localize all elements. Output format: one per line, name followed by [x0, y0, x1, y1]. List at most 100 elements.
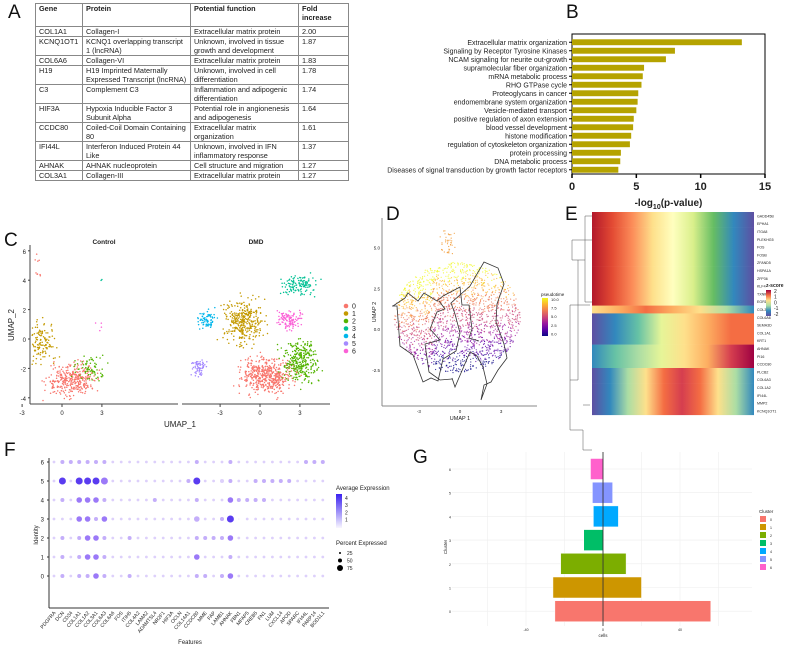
d-point [482, 267, 484, 269]
f-dot-LAMB1-1 [220, 555, 224, 559]
c-point [285, 319, 288, 321]
c-point [248, 303, 250, 305]
c-point [285, 378, 288, 380]
d-point [469, 317, 471, 319]
d-point [452, 357, 454, 359]
d-point [480, 295, 482, 297]
f-dot-ITIH5-4 [128, 498, 132, 502]
c-point [301, 284, 304, 286]
c-point [83, 386, 86, 388]
c-point [238, 337, 241, 340]
d-point [453, 308, 455, 310]
d-point [427, 271, 429, 273]
d-point [424, 332, 426, 334]
f-dot-LAMB1-4 [220, 498, 224, 502]
c-point [293, 276, 296, 279]
d-point [482, 271, 484, 273]
f-dot-IFI44L-1 [304, 555, 308, 559]
d-point [445, 301, 447, 303]
d-point [419, 316, 421, 318]
c-point [259, 351, 262, 354]
d-point [447, 290, 449, 292]
d-point [409, 350, 411, 352]
d-point [409, 285, 411, 288]
d-point [486, 307, 488, 309]
c-point [64, 394, 67, 396]
c-point [86, 370, 88, 372]
c-point [248, 362, 250, 365]
f-pct-tick: 50 [347, 559, 353, 565]
c-point [283, 374, 286, 376]
c-point [201, 322, 203, 324]
c-point [258, 335, 261, 337]
c-point [254, 327, 256, 330]
d-point [486, 316, 488, 318]
c-point [64, 378, 66, 380]
d-point [417, 296, 420, 299]
c-point [44, 389, 46, 392]
c-point [247, 317, 250, 320]
d-point [484, 325, 486, 327]
d-point [436, 292, 439, 294]
d-point [471, 320, 474, 322]
c-point [284, 380, 287, 382]
e-gene-label: HSPA1A [757, 269, 772, 273]
f-dot-FAP-0 [212, 574, 216, 578]
c-point [232, 312, 234, 315]
d-point [507, 317, 509, 319]
d-point [495, 334, 497, 336]
f-dot-IFI44L-4 [304, 498, 308, 502]
d-point [448, 353, 450, 355]
c-point [240, 322, 242, 324]
d-point [450, 282, 452, 284]
d-point [506, 301, 508, 303]
c-point [194, 371, 196, 374]
d-point [519, 317, 521, 319]
d-point [436, 344, 438, 346]
c-point [42, 399, 44, 402]
c-point [250, 320, 252, 322]
d-point [447, 241, 449, 243]
c-point [287, 282, 290, 285]
c-point [77, 364, 79, 366]
c-point [306, 281, 309, 283]
d-point [449, 344, 451, 346]
c-point [278, 357, 280, 360]
f-dot-FOS-6 [119, 460, 123, 464]
c-point [305, 367, 307, 369]
c-point [284, 364, 286, 367]
d-point [449, 234, 451, 236]
d-point [470, 315, 473, 317]
d-point [449, 365, 451, 367]
c-point [255, 310, 258, 312]
d-colorbar-label: 10.0 [551, 297, 560, 302]
f-dot-APOD-4 [287, 498, 291, 502]
d-point [476, 351, 478, 353]
d-point [473, 343, 475, 345]
c-point [258, 369, 261, 371]
c-point [292, 379, 294, 382]
d-point [456, 278, 458, 280]
d-point [444, 360, 446, 362]
d-point [469, 349, 471, 351]
f-dot-OCLN-0 [178, 574, 182, 578]
c-point [299, 375, 301, 378]
d-point [418, 292, 420, 294]
c-point [255, 381, 258, 383]
d-point [480, 323, 482, 325]
d-point [413, 318, 415, 321]
d-point [498, 343, 500, 345]
g-bar-pos-0 [602, 600, 712, 622]
d-point [478, 344, 480, 346]
d-point [500, 301, 503, 303]
c-point [67, 384, 69, 387]
d-point [461, 280, 463, 283]
d-point [468, 283, 470, 285]
d-point [449, 341, 451, 343]
d-point [405, 289, 407, 291]
c-point [192, 366, 195, 369]
c-point [281, 374, 284, 376]
d-point [430, 269, 432, 271]
c-point [76, 377, 79, 379]
d-point [515, 325, 517, 328]
